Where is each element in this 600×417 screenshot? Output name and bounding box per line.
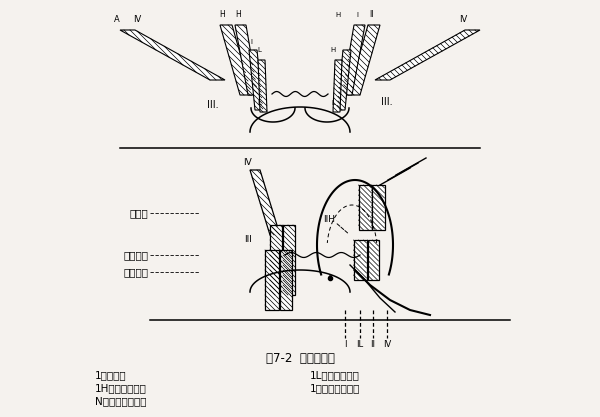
- Text: 图7-2  隔越分类图: 图7-2 隔越分类图: [266, 352, 334, 365]
- Text: III.: III.: [207, 100, 219, 110]
- Polygon shape: [249, 50, 263, 110]
- Text: IV: IV: [242, 158, 251, 167]
- Text: II: II: [370, 10, 374, 19]
- Polygon shape: [371, 185, 385, 230]
- Polygon shape: [337, 50, 351, 110]
- Text: 1．皮下窦: 1．皮下窦: [95, 370, 127, 380]
- Text: N．骨盆直肠窝瘘: N．骨盆直肠窝瘘: [95, 396, 146, 406]
- Text: IV: IV: [133, 15, 141, 24]
- Polygon shape: [333, 60, 342, 112]
- Text: I: I: [250, 39, 252, 45]
- Text: I: I: [356, 12, 358, 18]
- Polygon shape: [265, 250, 279, 310]
- Polygon shape: [375, 30, 480, 80]
- Polygon shape: [342, 25, 365, 95]
- Text: III: III: [244, 235, 252, 244]
- Text: L: L: [257, 47, 261, 53]
- Text: 1．坐骨直肠窝瘘: 1．坐骨直肠窝瘘: [310, 383, 361, 393]
- Polygon shape: [280, 250, 292, 310]
- Text: H: H: [219, 10, 225, 19]
- Text: III.: III.: [381, 97, 393, 107]
- Polygon shape: [367, 240, 379, 280]
- Text: H: H: [235, 10, 241, 19]
- Text: L: L: [331, 100, 335, 106]
- Polygon shape: [250, 170, 280, 235]
- Text: H: H: [331, 47, 335, 53]
- Text: H: H: [335, 12, 341, 18]
- Text: I: I: [344, 340, 346, 349]
- Text: IV: IV: [383, 340, 391, 349]
- Polygon shape: [258, 60, 267, 112]
- Text: c: c: [328, 274, 332, 282]
- Polygon shape: [220, 25, 252, 95]
- Text: IIH: IIH: [323, 215, 335, 224]
- Polygon shape: [353, 240, 367, 280]
- Text: IV: IV: [459, 15, 467, 24]
- Polygon shape: [348, 25, 380, 95]
- Text: IL: IL: [356, 340, 364, 349]
- Text: 1H．高位肌间瘘: 1H．高位肌间瘘: [95, 383, 147, 393]
- Text: 1L．低位肌间瘘: 1L．低位肌间瘘: [310, 370, 360, 380]
- Polygon shape: [270, 225, 282, 295]
- Text: 外括约肌: 外括约肌: [123, 267, 148, 277]
- Text: A: A: [114, 15, 120, 24]
- Polygon shape: [120, 30, 225, 80]
- Polygon shape: [235, 25, 258, 95]
- Text: 提肛肌: 提肛肌: [129, 208, 148, 218]
- Text: 内括约肌: 内括约肌: [123, 250, 148, 260]
- Text: L: L: [257, 100, 261, 106]
- Polygon shape: [283, 225, 295, 295]
- Polygon shape: [359, 185, 371, 230]
- Text: II: II: [371, 340, 376, 349]
